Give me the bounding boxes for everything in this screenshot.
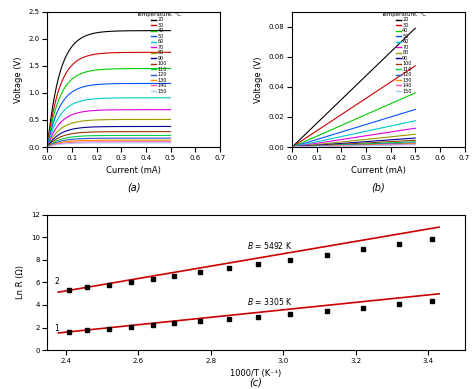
Text: $B$ = 5492 K: $B$ = 5492 K bbox=[247, 240, 292, 251]
X-axis label: 1000/T (K⁻¹): 1000/T (K⁻¹) bbox=[230, 369, 282, 378]
X-axis label: Current (mA): Current (mA) bbox=[351, 166, 406, 175]
Legend: 20, 30, 40, 50, 60, 70, 80, 90, 100, 110, 120, 130, 140, 150: 20, 30, 40, 50, 60, 70, 80, 90, 100, 110… bbox=[381, 11, 427, 94]
X-axis label: Current (mA): Current (mA) bbox=[106, 166, 161, 175]
Legend: 20, 30, 40, 50, 60, 70, 80, 90, 100, 110, 120, 130, 140, 150: 20, 30, 40, 50, 60, 70, 80, 90, 100, 110… bbox=[136, 11, 182, 94]
Y-axis label: Voltage (V): Voltage (V) bbox=[14, 56, 23, 103]
Text: (a): (a) bbox=[127, 182, 140, 192]
Y-axis label: Ln R (Ω): Ln R (Ω) bbox=[16, 265, 25, 300]
Text: 2: 2 bbox=[55, 277, 59, 286]
Text: (c): (c) bbox=[249, 377, 263, 387]
Text: (b): (b) bbox=[372, 182, 385, 192]
Text: $B$ = 3305 K: $B$ = 3305 K bbox=[247, 296, 292, 307]
Y-axis label: Voltage (V): Voltage (V) bbox=[254, 56, 263, 103]
Text: 1: 1 bbox=[55, 324, 59, 333]
